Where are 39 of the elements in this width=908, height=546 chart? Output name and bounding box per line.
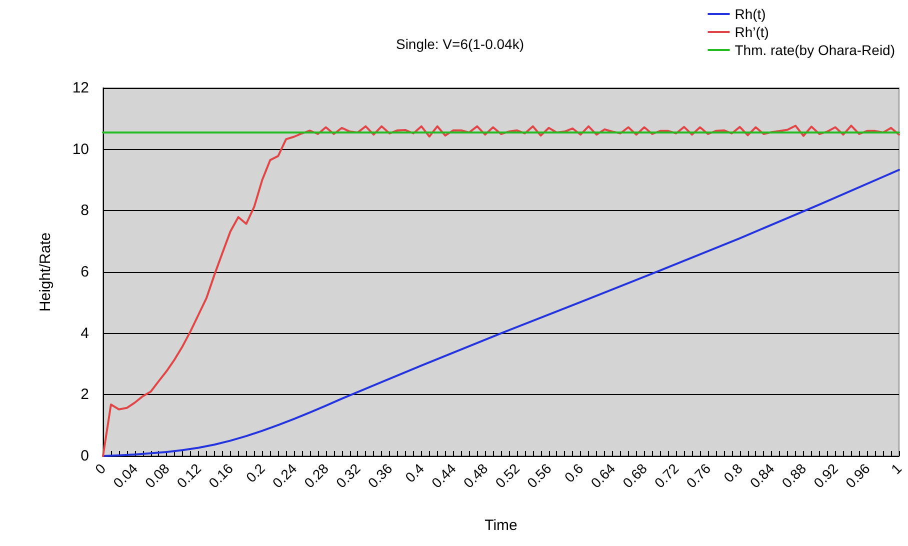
y-tick-label: 2 (80, 386, 89, 404)
y-tick-label: 6 (80, 264, 89, 280)
x-tick-label: 0.08 (142, 460, 172, 491)
x-tick-label: 0.12 (174, 460, 204, 491)
x-tick-label: 0.8 (720, 460, 746, 486)
x-tick-label: 0.88 (778, 460, 810, 491)
x-tick-label: 0.92 (810, 460, 842, 491)
x-tick-label: 1 (888, 460, 905, 478)
x-tick-label: 0.4 (402, 460, 428, 486)
legend-label: Rh’(t) (734, 24, 769, 40)
x-tick-label: 0.68 (619, 460, 650, 491)
y-tick-label: 8 (80, 202, 89, 220)
x-tick-label: 0.56 (524, 460, 555, 491)
x-tick-label: 0.48 (460, 460, 491, 491)
x-tick-label: 0.72 (651, 460, 682, 491)
legend-label: Thm. rate(by Ohara-Reid) (734, 42, 896, 58)
x-tick-label: 0.28 (300, 460, 332, 491)
x-tick-label: 0.64 (588, 460, 618, 491)
x-tick-label: 0.76 (683, 460, 714, 491)
x-tick-label: 0.32 (332, 460, 364, 491)
chart-title: Single: V=6(1-0.04k) (396, 36, 524, 52)
x-tick-label: 0.52 (492, 460, 523, 491)
y-tick-label: 10 (72, 140, 89, 158)
x-tick-label: 0.24 (269, 460, 300, 491)
x-tick-label: 0.36 (364, 460, 396, 491)
x-tick-label: 0.2 (242, 460, 268, 486)
x-tick-label: 0 (92, 460, 109, 478)
y-tick-label: 12 (72, 80, 89, 96)
x-tick-label: 0.44 (428, 460, 460, 491)
x-tick-label: 0.6 (561, 460, 586, 486)
x-axis-title: Time (484, 517, 518, 534)
x-tick-label: 0.96 (842, 460, 873, 491)
x-tick-label: 0.04 (110, 460, 141, 491)
x-tick-label: 0.16 (205, 460, 236, 491)
y-tick-label: 4 (80, 324, 89, 342)
x-tick-label: 0.84 (746, 460, 778, 491)
legend-label: Rh(t) (734, 6, 766, 22)
y-tick-label: 0 (80, 448, 89, 464)
y-axis-title: Height/Rate (37, 232, 54, 312)
